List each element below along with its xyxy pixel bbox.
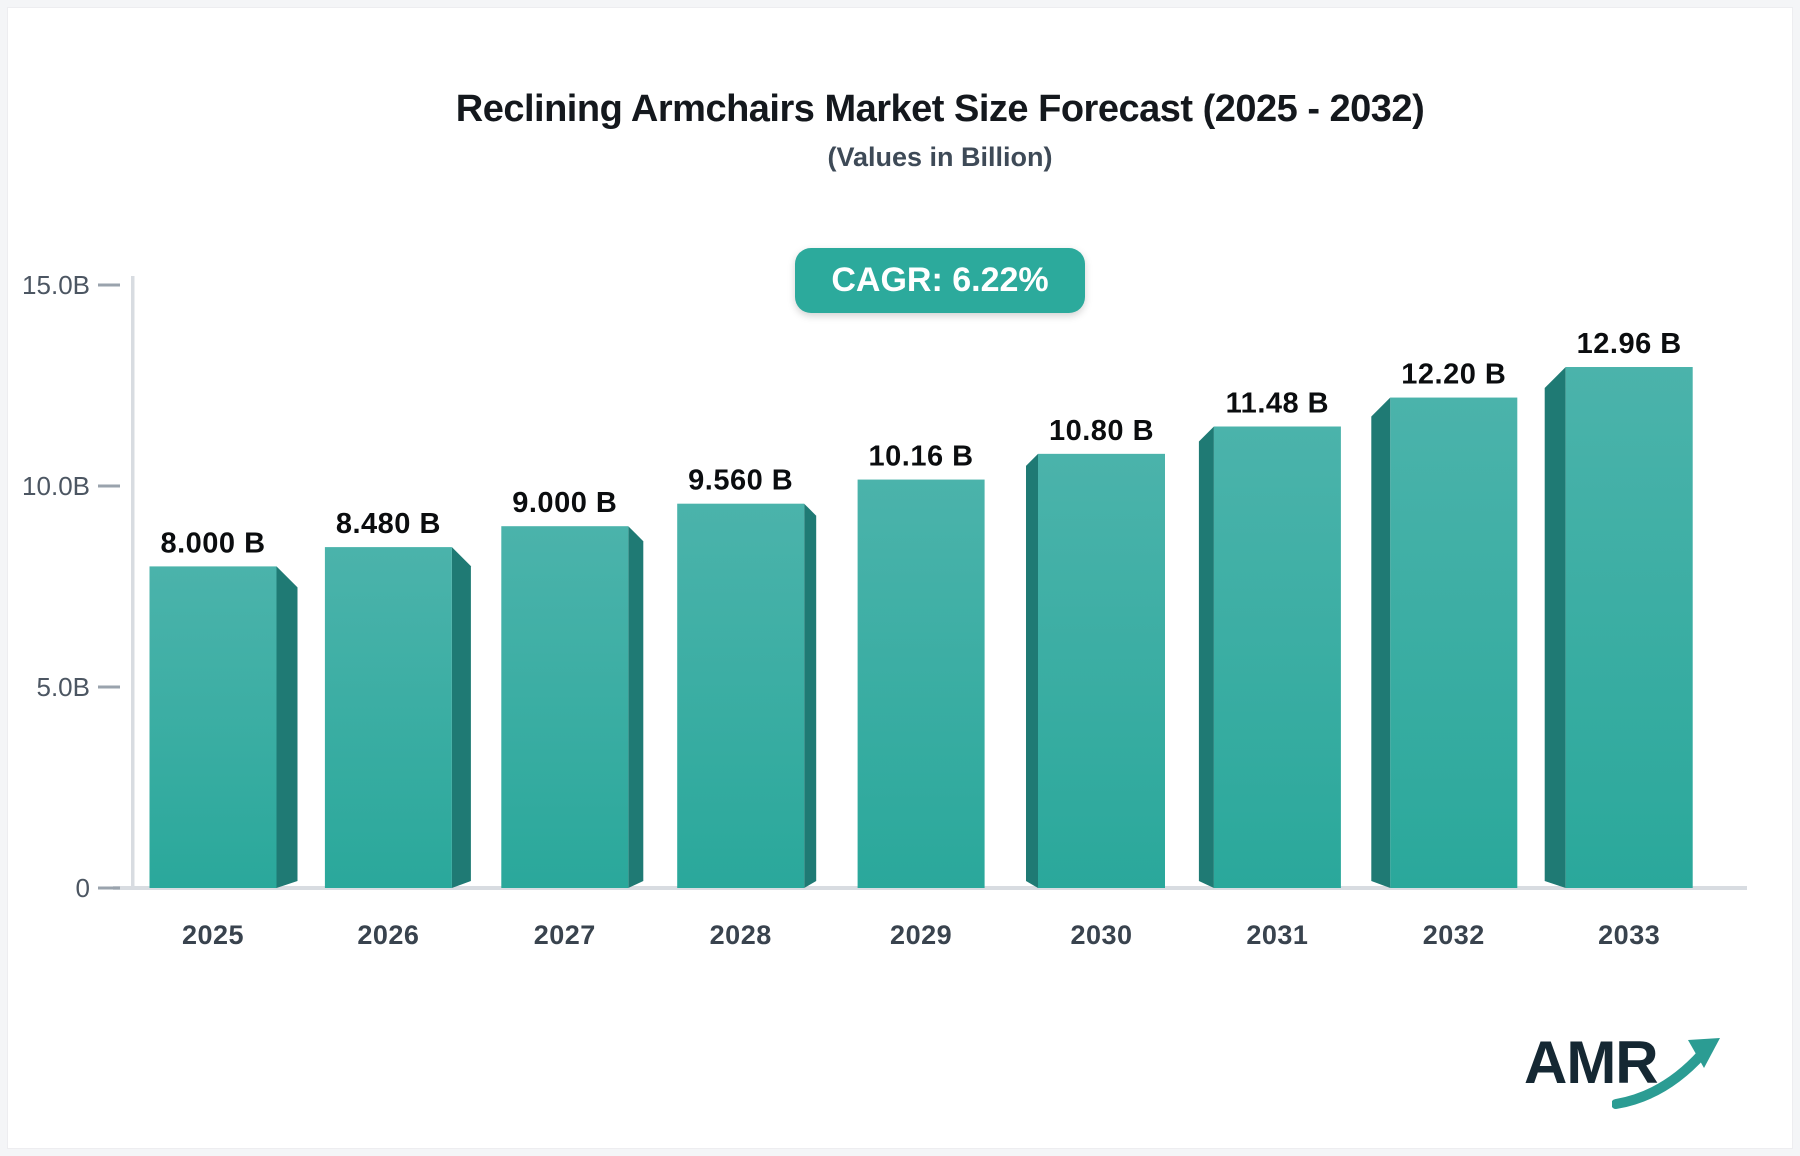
- bar-value-label: 10.80 B: [1049, 415, 1154, 447]
- y-tick-mark: [98, 283, 120, 287]
- bar-side-face: [1026, 453, 1038, 888]
- bar: [1390, 397, 1518, 888]
- bar-side-face: [1371, 397, 1391, 888]
- y-tick-label: 5.0B: [37, 672, 91, 702]
- y-tick-mark: [98, 484, 120, 488]
- bar-side-face: [1198, 426, 1214, 888]
- page-title: Reclining Armchairs Market Size Forecast…: [455, 88, 1425, 130]
- x-axis-label: 2028: [710, 920, 772, 950]
- y-tick-label: 0: [76, 873, 90, 903]
- x-axis-label: 2025: [182, 920, 244, 950]
- bar-side-face: [276, 566, 298, 888]
- bar-value-label: 12.20 B: [1401, 359, 1506, 391]
- bar: [857, 479, 985, 888]
- logo: AMR: [1524, 1028, 1724, 1128]
- x-axis-label: 2030: [1070, 920, 1132, 950]
- bar: [1038, 453, 1165, 888]
- bar-value-label: 10.16 B: [869, 441, 974, 473]
- bar-value-label: 11.48 B: [1226, 388, 1329, 420]
- x-axis-label: 2026: [357, 920, 419, 950]
- bar-side-face: [804, 503, 817, 888]
- x-axis-label: 2031: [1246, 920, 1308, 950]
- x-axis-label: 2033: [1598, 920, 1660, 950]
- bar: [677, 503, 805, 888]
- bar-side-face: [451, 547, 471, 888]
- x-axis-label: 2032: [1423, 920, 1485, 950]
- y-tick-mark: [98, 886, 120, 890]
- x-axis-label: 2029: [890, 920, 952, 950]
- bar-value-label: 8.480 B: [336, 508, 441, 540]
- bar: [324, 547, 452, 888]
- logo-text: AMR: [1524, 1029, 1659, 1096]
- bar: [501, 526, 629, 888]
- bar-side-face: [1544, 367, 1566, 888]
- y-tick-mark: [98, 685, 120, 689]
- bar-value-label: 9.560 B: [688, 465, 793, 497]
- bar-value-label: 9.000 B: [512, 487, 617, 519]
- cagr-badge-row: CAGR: 6.22%: [80, 248, 1800, 313]
- y-tick-label: 10.0B: [22, 471, 90, 501]
- bar: [1213, 426, 1341, 888]
- y-tick-label: 15.0B: [22, 270, 90, 300]
- y-axis-line: [131, 276, 135, 890]
- bar: [149, 566, 277, 888]
- bar-side-face: [628, 526, 644, 888]
- x-axis-label: 2027: [534, 920, 596, 950]
- bar-value-label: 12.96 B: [1577, 328, 1682, 360]
- labels: 0 5.0B 10.0B 15.0B 8.000 B 2025 8.480 B 2026 9.0…: [22, 270, 1682, 950]
- page-subtitle: (Values in Billion): [827, 142, 1053, 172]
- bars: [149, 367, 1693, 888]
- cagr-badge: CAGR: 6.22%: [795, 248, 1085, 313]
- bar-value-label: 8.000 B: [160, 527, 265, 559]
- growth-arrow-icon: [1612, 1038, 1720, 1109]
- bar: [1565, 367, 1693, 888]
